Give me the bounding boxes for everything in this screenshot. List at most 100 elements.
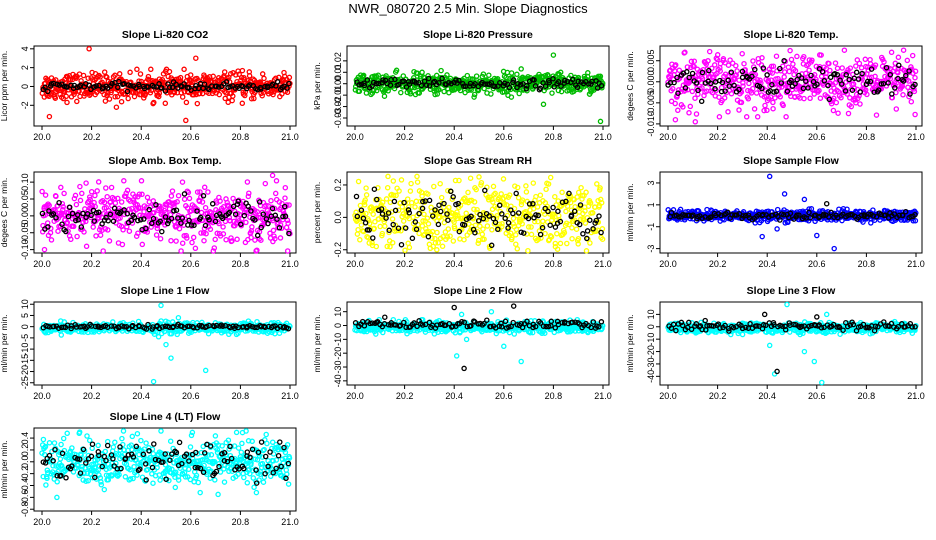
- data-point: [281, 203, 288, 210]
- data-point: [108, 184, 115, 191]
- x-tick-label: 21.0: [594, 391, 612, 401]
- x-tick-label: 20.8: [232, 391, 250, 401]
- data-point: [585, 81, 592, 87]
- data-point: [93, 83, 99, 89]
- data-point: [864, 78, 871, 85]
- data-point: [858, 65, 865, 71]
- data-point: [781, 69, 788, 75]
- data-point: [153, 202, 159, 208]
- data-point: [202, 222, 209, 229]
- x-tick-label: 21.0: [907, 259, 925, 269]
- data-point: [438, 194, 445, 201]
- data-point: [258, 237, 264, 243]
- data-point: [274, 79, 281, 85]
- data-point: [88, 212, 94, 219]
- data-point: [190, 234, 197, 241]
- data-point: [83, 180, 89, 186]
- data-point: [542, 230, 548, 237]
- data-point: [781, 191, 788, 197]
- data-point: [461, 222, 468, 228]
- data-point: [201, 81, 208, 87]
- x-tick-label: 20.8: [858, 259, 876, 269]
- data-point: [524, 83, 530, 89]
- data-point: [128, 217, 135, 224]
- data-point: [588, 81, 594, 87]
- data-point: [769, 81, 775, 88]
- data-point: [46, 113, 53, 120]
- data-point: [732, 212, 738, 218]
- data-point: [425, 191, 431, 197]
- data-point: [155, 334, 162, 340]
- data-point: [116, 71, 123, 77]
- data-point: [514, 184, 521, 191]
- data-point: [535, 212, 541, 219]
- data-point: [868, 220, 874, 226]
- data-point: [823, 200, 830, 207]
- data-point: [759, 55, 765, 61]
- data-point: [514, 71, 520, 78]
- data-point: [455, 212, 461, 219]
- data-point: [219, 215, 226, 222]
- data-point: [594, 181, 600, 187]
- y-axis-label: degees C per min.: [625, 51, 635, 120]
- data-point: [395, 227, 402, 234]
- data-point: [125, 95, 131, 102]
- data-point: [61, 190, 67, 197]
- data-point: [176, 225, 183, 232]
- data-point: [361, 82, 368, 89]
- data-point: [124, 88, 131, 95]
- data-point: [550, 76, 556, 82]
- data-point: [759, 233, 765, 240]
- data-point: [59, 221, 65, 227]
- data-point: [109, 202, 115, 209]
- data-point: [798, 75, 805, 81]
- data-point: [549, 90, 555, 96]
- data-point: [68, 325, 74, 332]
- data-point: [99, 79, 105, 86]
- data-point: [912, 74, 918, 81]
- data-point: [370, 235, 376, 241]
- data-point: [90, 224, 96, 230]
- data-point: [905, 78, 912, 84]
- data-point: [719, 79, 726, 86]
- y-tick-label: 0: [20, 84, 30, 89]
- data-point: [492, 219, 499, 226]
- data-point: [480, 215, 487, 222]
- data-point: [131, 214, 138, 221]
- y-tick-label: 10: [333, 307, 343, 317]
- series-all: [352, 308, 606, 365]
- chart-title: Slope Li-820 Temp.: [744, 29, 839, 41]
- data-point: [279, 216, 286, 223]
- data-point: [668, 209, 675, 216]
- data-point: [456, 177, 462, 184]
- data-point: [909, 52, 916, 59]
- data-point: [510, 215, 517, 222]
- data-point: [270, 91, 276, 98]
- data-point: [123, 193, 129, 200]
- data-point: [551, 84, 557, 90]
- data-point: [149, 220, 155, 227]
- data-point: [277, 235, 284, 241]
- data-point: [885, 80, 891, 86]
- plot-frame: [346, 301, 610, 386]
- data-point: [833, 99, 840, 106]
- data-point: [733, 212, 740, 218]
- series-selected: [40, 321, 292, 332]
- x-tick-label: 20.0: [33, 259, 51, 269]
- y-tick-label: 0.00: [20, 207, 30, 225]
- data-point: [498, 191, 504, 197]
- data-point: [55, 325, 62, 331]
- data-point: [148, 66, 154, 73]
- chart-title: Slope Gas Stream RH: [424, 155, 532, 167]
- data-point: [258, 86, 264, 92]
- data-point: [169, 84, 176, 91]
- data-point: [437, 180, 443, 187]
- data-point: [557, 240, 564, 247]
- data-point: [145, 321, 151, 328]
- data-point: [684, 69, 690, 75]
- data-point: [120, 227, 126, 233]
- data-point: [150, 378, 157, 385]
- data-point: [724, 209, 731, 216]
- data-point: [221, 69, 228, 75]
- data-point: [181, 196, 188, 202]
